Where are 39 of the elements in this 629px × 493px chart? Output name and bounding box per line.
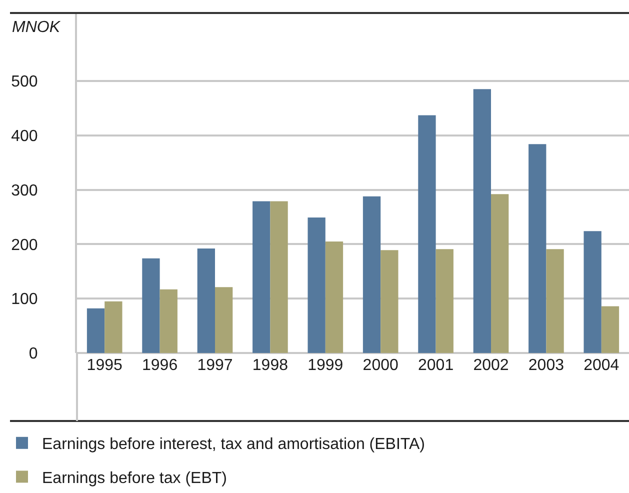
y-tick-label: 100 bbox=[11, 291, 38, 308]
y-tick-label: 200 bbox=[11, 236, 38, 254]
bar bbox=[491, 194, 509, 353]
x-tick-label: 1997 bbox=[197, 357, 233, 374]
y-tick-label: 400 bbox=[11, 128, 38, 145]
bar bbox=[270, 201, 288, 353]
x-tick-label: 1998 bbox=[252, 357, 288, 374]
y-tick-label: 300 bbox=[11, 182, 38, 200]
bar bbox=[104, 301, 122, 353]
bar bbox=[142, 258, 160, 353]
x-tick-label: 2000 bbox=[362, 357, 398, 374]
x-tick-label: 2002 bbox=[473, 357, 509, 374]
x-tick-label: 2003 bbox=[528, 357, 564, 374]
y-tick-label: 0 bbox=[28, 346, 38, 363]
bar bbox=[362, 196, 381, 353]
bar bbox=[601, 306, 620, 353]
bar bbox=[197, 248, 215, 353]
y-axis-title: MNOK bbox=[12, 19, 62, 36]
bar bbox=[528, 144, 546, 353]
bar bbox=[584, 231, 602, 353]
bar bbox=[546, 249, 564, 353]
x-tick-label: 1999 bbox=[308, 357, 344, 374]
legend-label: Earnings before tax (EBT) bbox=[42, 470, 227, 487]
bar bbox=[418, 115, 436, 353]
x-tick-label: 1996 bbox=[142, 357, 178, 374]
bar bbox=[436, 249, 454, 353]
x-tick-label: 2001 bbox=[418, 357, 454, 374]
bar bbox=[215, 287, 233, 353]
legend-label: Earnings before interest, tax and amortisation (EBITA) bbox=[42, 436, 425, 454]
x-tick-label: 2004 bbox=[584, 357, 620, 374]
bar bbox=[380, 250, 398, 353]
bar bbox=[160, 289, 178, 353]
bar bbox=[473, 89, 491, 353]
y-tick-label: 500 bbox=[11, 74, 38, 91]
bar bbox=[86, 308, 105, 353]
bar bbox=[325, 241, 344, 353]
x-tick-label: 1995 bbox=[86, 357, 122, 374]
bar bbox=[308, 218, 326, 353]
bar bbox=[252, 201, 270, 353]
